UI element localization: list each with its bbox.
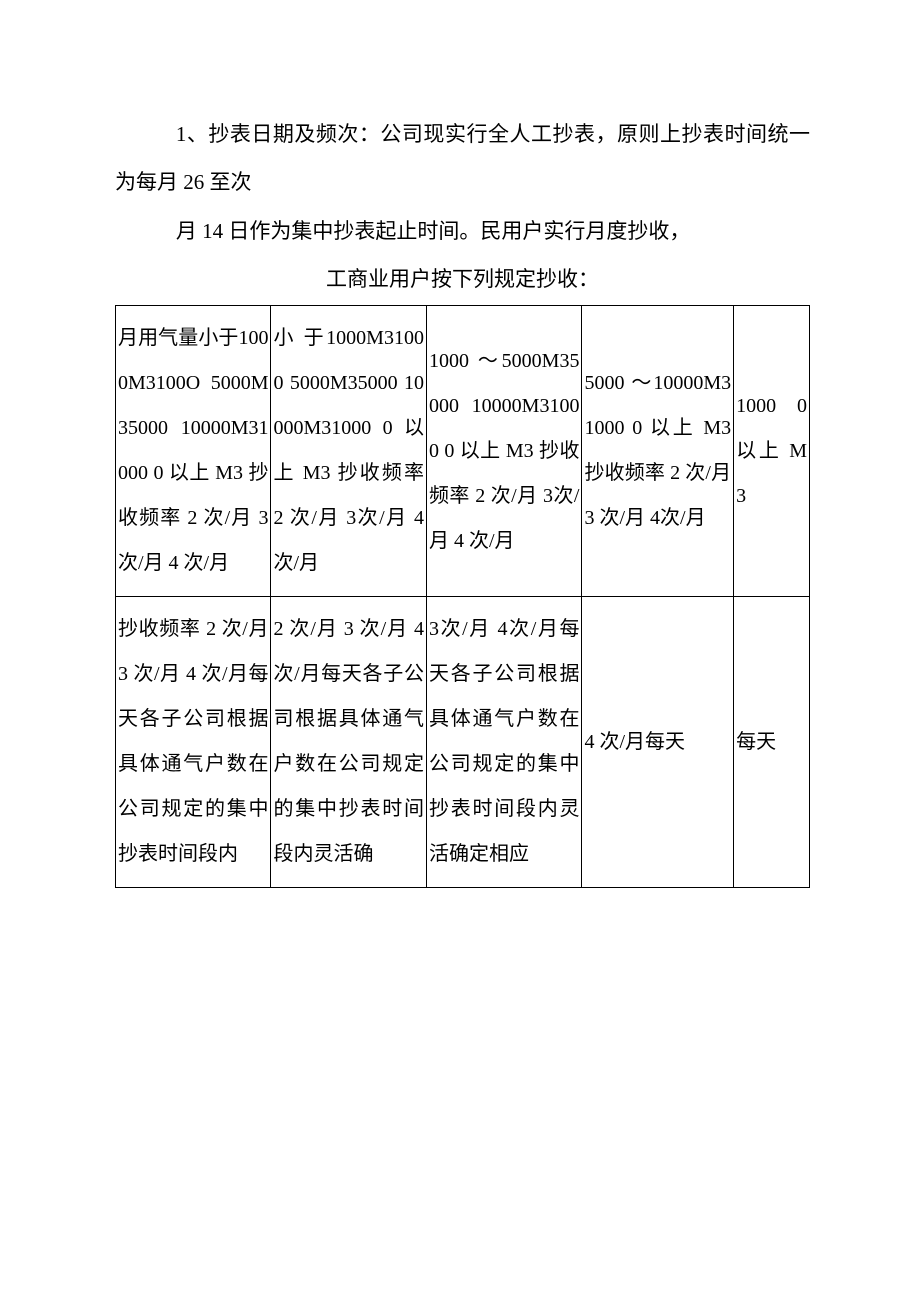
table-cell: 月用气量小于1000M3100O 5000M35000 10000M31000 … xyxy=(116,306,271,597)
table-cell: 5000 ～10000M31000 0 以上 M3 抄收频率 2 次/月 3 次… xyxy=(582,306,734,597)
table-cell: 每天 xyxy=(734,597,810,888)
table-row: 抄收频率 2 次/月 3 次/月 4 次/月每天各子公司根据具体通气户数在公司规… xyxy=(116,597,810,888)
paragraph-3: 工商业用户按下列规定抄收： xyxy=(115,255,810,303)
table-cell: 1000 ～5000M35000 10000M31000 0 以上 M3 抄收频… xyxy=(426,306,581,597)
paragraph-1: 1、抄表日期及频次：公司现实行全人工抄表，原则上抄表时间统一为每月 26 至次 xyxy=(115,110,810,207)
table-cell: 小 于1000M31000 5000M35000 10000M31000 0 以… xyxy=(271,306,426,597)
table-cell: 3次/月 4次/月每天各子公司根据具体通气户数在公司规定的集中抄表时间段内灵活确… xyxy=(426,597,581,888)
table-cell: 1000 0 以上 M3 xyxy=(734,306,810,597)
table-row: 月用气量小于1000M3100O 5000M35000 10000M31000 … xyxy=(116,306,810,597)
table-cell: 抄收频率 2 次/月 3 次/月 4 次/月每天各子公司根据具体通气户数在公司规… xyxy=(116,597,271,888)
table-cell: 4 次/月每天 xyxy=(582,597,734,888)
paragraph-2: 月 14 日作为集中抄表起止时间。民用户实行月度抄收， xyxy=(115,207,810,255)
schedule-table: 月用气量小于1000M3100O 5000M35000 10000M31000 … xyxy=(115,305,810,888)
document-page: 1、抄表日期及频次：公司现实行全人工抄表，原则上抄表时间统一为每月 26 至次 … xyxy=(0,0,920,1301)
table-cell: 2 次/月 3 次/月 4 次/月每天各子公司根据具体通气户数在公司规定的集中抄… xyxy=(271,597,426,888)
